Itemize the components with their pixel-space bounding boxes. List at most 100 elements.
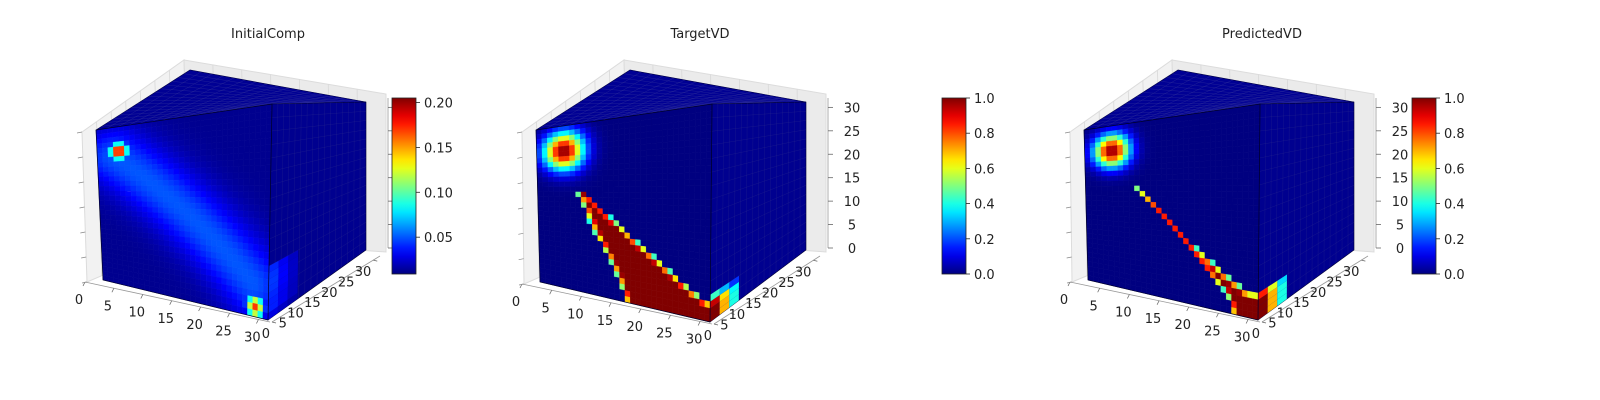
voxel	[1226, 261, 1232, 269]
voxel	[1220, 273, 1227, 281]
voxel	[1161, 168, 1168, 175]
voxel	[226, 253, 233, 262]
voxel	[1128, 148, 1135, 155]
x-tick-mark	[579, 296, 582, 301]
voxel	[1182, 132, 1189, 139]
voxel	[581, 244, 588, 251]
voxel	[205, 185, 212, 192]
voxel	[266, 103, 273, 112]
voxel	[673, 108, 680, 117]
voxel	[548, 206, 555, 212]
voxel	[683, 263, 690, 272]
right-mesh-line	[269, 185, 367, 226]
voxel	[205, 215, 212, 222]
voxel	[552, 146, 559, 153]
right-mesh-line	[711, 111, 807, 118]
voxel	[552, 156, 559, 163]
voxel	[1199, 185, 1206, 192]
voxel	[619, 260, 625, 268]
pane-tick-mark	[516, 131, 523, 134]
voxel	[613, 191, 620, 199]
right-mesh-line	[316, 102, 320, 286]
voxel	[565, 217, 571, 223]
voxel	[629, 227, 636, 234]
voxel	[1221, 153, 1227, 161]
voxel	[602, 219, 609, 226]
right-mesh-line	[1258, 222, 1355, 280]
top-mesh-line	[557, 73, 653, 127]
voxel	[126, 220, 133, 227]
voxel	[569, 186, 576, 193]
voxel	[1107, 200, 1114, 207]
voxel	[667, 274, 674, 282]
voxel	[695, 138, 701, 147]
right-face-voxel	[287, 274, 298, 288]
voxel	[541, 137, 548, 144]
voxel	[553, 201, 560, 208]
voxel	[237, 280, 243, 289]
voxel	[559, 216, 566, 223]
voxel	[1129, 232, 1136, 239]
voxel	[255, 105, 262, 114]
voxel	[646, 270, 652, 278]
voxel	[110, 214, 117, 221]
right-mesh-line	[347, 102, 349, 264]
voxel	[1232, 139, 1238, 147]
voxel	[1183, 226, 1189, 233]
z-tick-label: 15	[844, 172, 861, 187]
voxel	[1084, 143, 1091, 149]
voxel	[179, 242, 186, 249]
voxel	[200, 137, 207, 145]
voxel	[569, 181, 576, 187]
voxel	[1254, 110, 1261, 119]
voxel	[1204, 117, 1211, 125]
voxel	[1172, 265, 1179, 273]
voxel	[1155, 129, 1162, 137]
voxel	[157, 191, 164, 197]
voxel	[1248, 178, 1255, 186]
voxel	[152, 212, 159, 219]
voxel	[1128, 138, 1134, 145]
voxel	[694, 291, 700, 300]
voxel	[1167, 247, 1173, 255]
y-tick-label: 20	[762, 287, 779, 302]
voxel	[1161, 246, 1168, 254]
voxel	[183, 133, 190, 141]
voxel	[162, 168, 169, 176]
voxel	[1199, 154, 1206, 162]
voxel	[216, 270, 222, 279]
voxel	[1221, 121, 1228, 129]
right-mesh-line	[710, 231, 807, 295]
voxel	[1156, 218, 1162, 226]
voxel	[135, 164, 142, 171]
right-mesh-line	[1305, 102, 1308, 286]
voxel	[1139, 191, 1146, 197]
voxel	[178, 128, 185, 135]
voxel	[103, 185, 110, 192]
voxel	[1177, 214, 1184, 221]
voxel	[656, 259, 663, 268]
voxel	[613, 265, 620, 273]
voxel	[1199, 160, 1206, 168]
voxel	[1204, 264, 1211, 272]
voxel	[619, 226, 625, 233]
voxel	[1199, 118, 1206, 126]
voxel	[678, 133, 685, 142]
voxel	[116, 234, 123, 241]
voxel	[1112, 180, 1119, 187]
voxel	[264, 231, 270, 240]
pane-tick-mark	[81, 281, 88, 284]
voxel	[1107, 215, 1114, 222]
voxel	[200, 143, 207, 151]
voxel	[558, 151, 565, 157]
voxel	[585, 164, 592, 171]
voxel	[1248, 184, 1254, 192]
voxel	[640, 209, 647, 217]
voxel	[1242, 270, 1248, 278]
voxel	[1247, 231, 1254, 239]
voxel	[1199, 227, 1206, 235]
voxel	[189, 138, 196, 146]
voxel	[602, 197, 609, 204]
voxel	[232, 146, 239, 154]
voxel	[689, 119, 696, 128]
